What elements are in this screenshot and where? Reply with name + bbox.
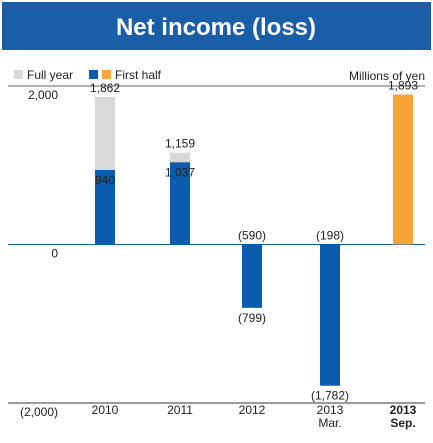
bar (393, 94, 413, 245)
legend-swatch (89, 70, 98, 79)
x-tick-label: 2013 (390, 403, 417, 417)
bar (242, 244, 262, 308)
x-tick-label: 2013 (317, 403, 344, 417)
legend-swatch (102, 70, 111, 79)
value-label: 1,037 (165, 165, 195, 179)
legend-label: Full year (27, 68, 73, 82)
value-label: 1,159 (165, 137, 195, 151)
value-label: (590) (238, 229, 266, 243)
x-tick-label: 2011 (167, 403, 193, 417)
title-banner (2, 2, 431, 50)
y-tick-label: 0 (51, 247, 58, 261)
chart-title: Net income (loss) (116, 14, 316, 41)
value-label: 1,893 (388, 78, 418, 92)
x-tick-label: Mar. (318, 416, 341, 430)
x-tick-label: Sep. (390, 416, 415, 430)
bar (170, 162, 190, 245)
value-label: (799) (238, 311, 266, 325)
x-tick-label: 2010 (92, 403, 119, 417)
bar (320, 244, 340, 386)
value-label: 940 (95, 173, 115, 187)
x-tick-label: 2012 (239, 403, 266, 417)
value-label: 1,862 (90, 81, 120, 95)
y-tick-label: (2,000) (20, 405, 58, 419)
legend-label: First half (115, 68, 162, 82)
legend-swatch (14, 70, 23, 79)
bar (95, 170, 115, 245)
y-tick-label: 2,000 (28, 88, 58, 102)
value-label: (198) (316, 229, 344, 243)
unit-label: Millions of yen (349, 69, 425, 83)
value-label: (1,782) (311, 389, 349, 403)
